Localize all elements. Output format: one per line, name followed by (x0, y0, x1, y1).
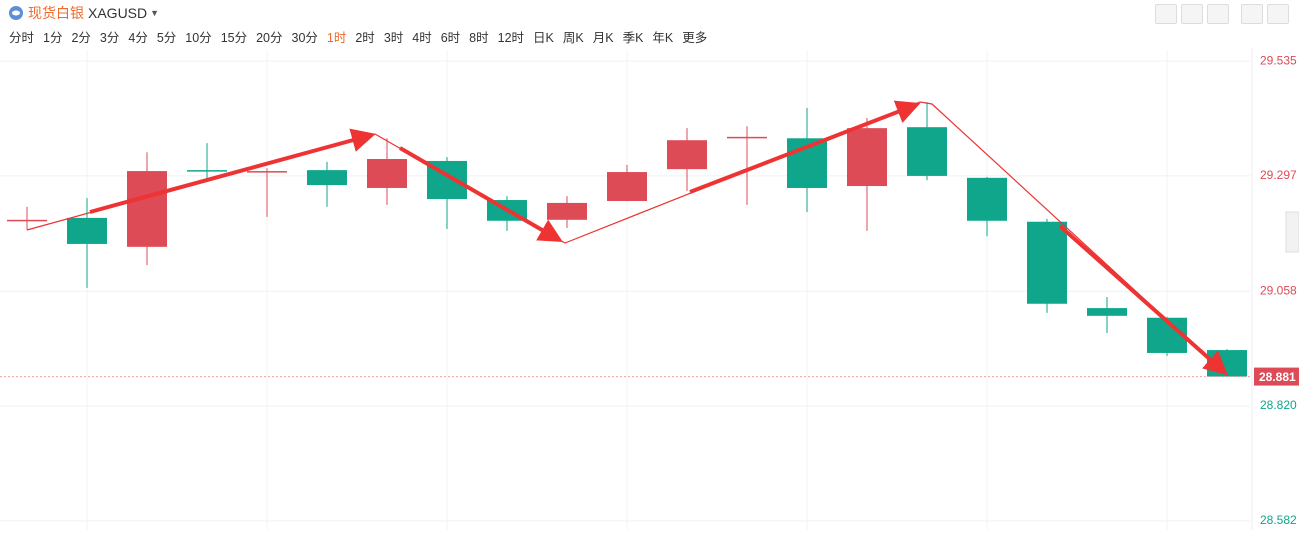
y-tick-label: 29.297 (1260, 168, 1297, 182)
candle-body (247, 171, 287, 173)
candle-body (667, 140, 707, 170)
period-button[interactable]: 2时 (355, 31, 375, 45)
logo (9, 6, 23, 20)
candle-body (1027, 221, 1067, 304)
period-toolbar: 分时 1分 2分 3分 4分 5分 10分 15分 20分 30分 1时 2时 3时 4时 6时 8时 12时日… (9, 27, 707, 46)
symbol-name[interactable]: 现货白银 (28, 5, 84, 21)
candle-body (187, 170, 227, 172)
period-button[interactable]: 日K (533, 31, 554, 45)
last-price-tag (1254, 367, 1299, 386)
tool-button[interactable] (1267, 4, 1289, 24)
dropdown-caret[interactable]: ▼ (150, 8, 160, 18)
tool-button[interactable] (1207, 4, 1229, 24)
candle-body (127, 171, 167, 247)
period-button[interactable]: 30分 (291, 31, 318, 45)
period-button[interactable]: 年K (652, 31, 674, 45)
period-button[interactable]: 3时 (383, 31, 404, 45)
candle-body (1087, 308, 1127, 316)
period-button[interactable]: 4时 (412, 31, 432, 45)
period-button[interactable]: 5分 (156, 31, 177, 45)
period-button[interactable]: 月K (592, 31, 614, 45)
y-tick-label: 28.820 (1260, 398, 1297, 412)
period-button[interactable]: 8时 (469, 31, 489, 45)
candle-body (847, 128, 887, 187)
period-button[interactable]: 2分 (71, 31, 91, 45)
period-button[interactable]: 12时 (497, 31, 525, 45)
candle-body (607, 172, 647, 201)
candle-body (547, 202, 587, 220)
candle-body (7, 219, 47, 222)
symbol[interactable]: XAGUSD (88, 5, 148, 21)
period-button[interactable]: 1时 (326, 31, 347, 45)
tool-button[interactable] (1241, 4, 1263, 24)
candle-body (727, 136, 767, 139)
y-tick-label: 28.582 (1260, 513, 1297, 527)
candle-body (367, 159, 407, 188)
period-button[interactable]: 10分 (185, 31, 212, 45)
period-button[interactable]: 1分 (43, 31, 63, 45)
last-price-label: 28.881 (1259, 370, 1296, 384)
tool-button[interactable] (1155, 4, 1177, 24)
y-tick-label: 29.535 (1260, 53, 1297, 67)
y-tick-label: 29.058 (1260, 283, 1297, 297)
period-button[interactable]: 3分 (99, 31, 120, 45)
candle-body (907, 127, 947, 176)
tool-icons (1155, 4, 1289, 24)
header: 现货白银 XAGUSD ▼ (8, 3, 159, 23)
trend-annotations (26, 100, 1229, 377)
period-button[interactable]: 20分 (256, 31, 283, 45)
candle-body (67, 217, 107, 244)
period-button[interactable]: 更多 (682, 31, 708, 45)
period-button[interactable]: 周K (562, 31, 584, 45)
period-button[interactable]: 15分 (220, 31, 248, 45)
period-button[interactable]: 6时 (440, 31, 461, 45)
candle-body (307, 170, 347, 186)
side-tab[interactable] (1285, 211, 1299, 253)
period-button[interactable]: 4分 (128, 31, 148, 45)
tool-button[interactable] (1181, 4, 1203, 24)
period-button[interactable]: 季K (622, 31, 644, 45)
candle-body (967, 177, 1007, 221)
period-button[interactable]: 分时 (9, 31, 35, 45)
